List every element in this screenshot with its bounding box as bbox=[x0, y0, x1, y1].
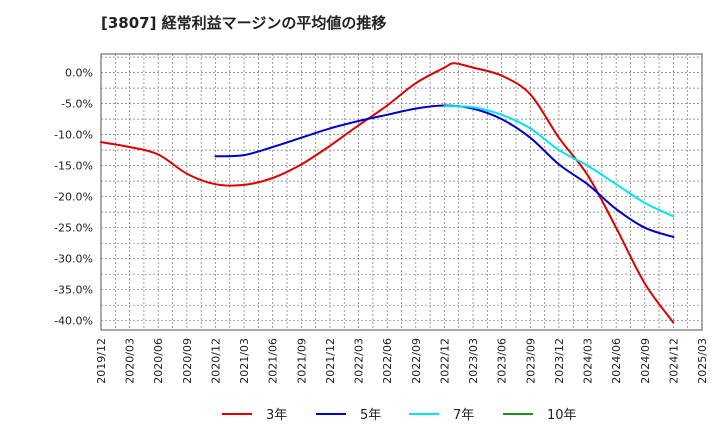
legend-label: 10年 bbox=[547, 408, 577, 423]
y-tick-label: -20.0% bbox=[54, 191, 93, 204]
y-tick-label: -25.0% bbox=[54, 222, 93, 235]
x-tick-label: 2023/12 bbox=[553, 338, 566, 384]
y-tick-label: -10.0% bbox=[54, 129, 93, 142]
series-line-1 bbox=[100, 62, 675, 324]
x-tick-label: 2020/03 bbox=[124, 338, 137, 384]
x-tick-label: 2024/03 bbox=[582, 338, 595, 384]
x-tick-label: 2024/06 bbox=[610, 338, 623, 384]
x-tick-label: 2025/03 bbox=[696, 338, 709, 384]
x-tick-label: 2023/03 bbox=[467, 338, 480, 384]
legend-label: 3年 bbox=[266, 408, 287, 423]
series-line-3 bbox=[443, 105, 675, 218]
x-tick-label: 2020/06 bbox=[152, 338, 165, 384]
x-tick-label: 2022/06 bbox=[381, 338, 394, 384]
y-tick-label: -40.0% bbox=[54, 315, 93, 328]
x-tick-label: 2022/12 bbox=[438, 338, 451, 384]
y-tick-label: -35.0% bbox=[54, 284, 93, 297]
x-tick-label: 2023/09 bbox=[524, 338, 537, 384]
legend-label: 5年 bbox=[360, 408, 381, 423]
x-tick-label: 2021/03 bbox=[238, 338, 251, 384]
x-tick-label: 2024/09 bbox=[639, 338, 652, 384]
y-tick-label: -5.0% bbox=[61, 98, 93, 111]
x-tick-label: 2021/12 bbox=[324, 338, 337, 384]
x-tick-label: 2024/12 bbox=[667, 338, 680, 384]
legend-label: 7年 bbox=[453, 408, 474, 423]
x-tick-label: 2019/12 bbox=[95, 338, 108, 384]
x-tick-label: 2023/06 bbox=[496, 338, 509, 384]
x-tick-label: 2020/09 bbox=[181, 338, 194, 384]
y-tick-label: 0.0% bbox=[65, 67, 93, 80]
y-tick-label: -15.0% bbox=[54, 160, 93, 173]
x-tick-label: 2021/06 bbox=[267, 338, 280, 384]
x-tick-label: 2020/12 bbox=[209, 338, 222, 384]
x-tick-label: 2022/03 bbox=[353, 338, 366, 384]
x-tick-label: 2022/09 bbox=[410, 338, 423, 384]
chart-title: [3807] 経常利益マージンの平均値の推移 bbox=[101, 14, 387, 32]
x-tick-label: 2021/09 bbox=[295, 338, 308, 384]
y-tick-label: -30.0% bbox=[54, 253, 93, 266]
